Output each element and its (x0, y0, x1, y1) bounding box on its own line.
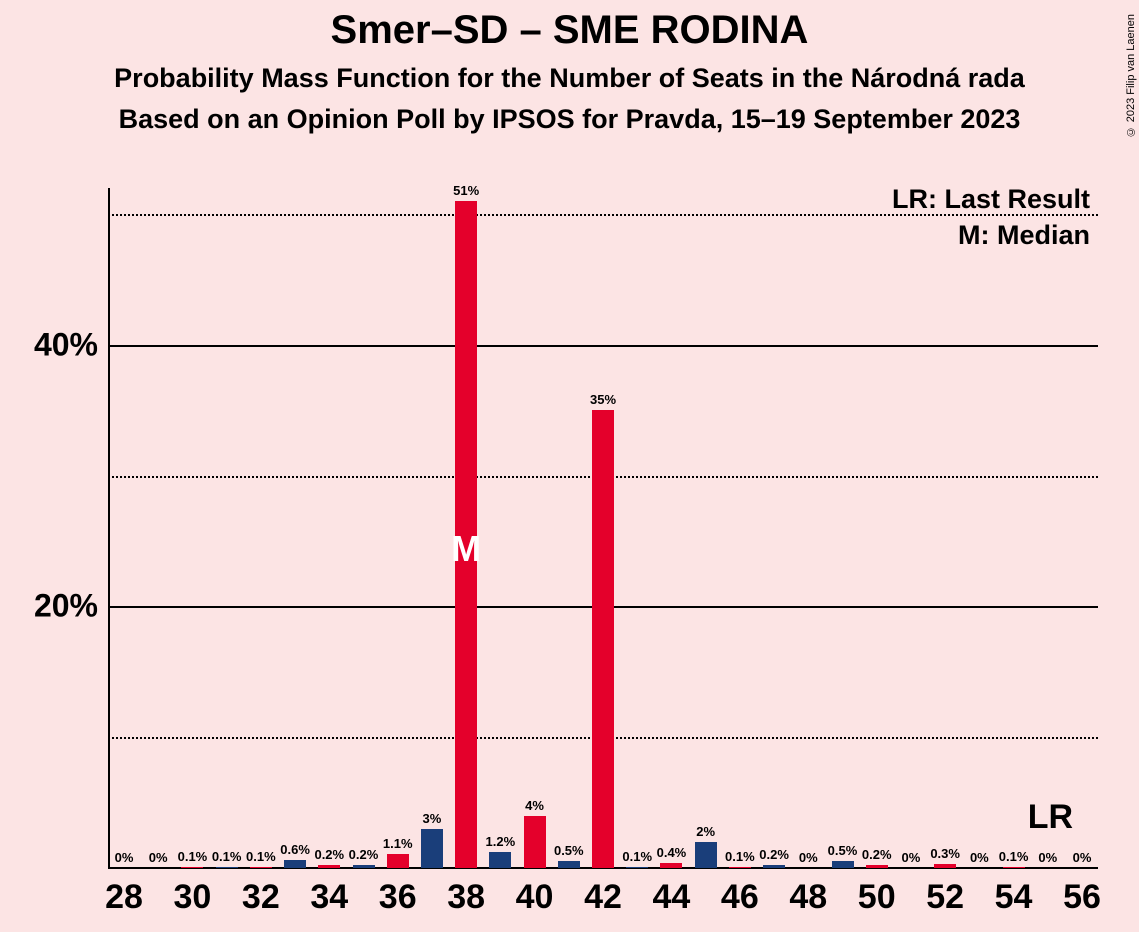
x-tick-label: 56 (1063, 878, 1101, 917)
bar-value-label: 0.2% (759, 847, 789, 862)
bar (353, 865, 375, 868)
chart-plot-area: 0%0%0.1%0.1%0.1%0.6%0.2%0.2%1.1%3%51%1.2… (108, 188, 1098, 868)
x-tick-label: 52 (926, 878, 964, 917)
bar (592, 410, 614, 868)
bar-value-label: 0.4% (657, 845, 687, 860)
bar-value-label: 3% (423, 811, 442, 826)
bar-value-label: 0% (902, 850, 921, 865)
bar-value-label: 0.2% (862, 847, 892, 862)
median-marker: M (451, 528, 481, 570)
bar-value-label: 4% (525, 798, 544, 813)
bar-value-label: 0.1% (622, 849, 652, 864)
x-tick-label: 36 (379, 878, 417, 917)
bar-value-label: 0% (1073, 850, 1092, 865)
x-tick-label: 40 (516, 878, 554, 917)
bar (866, 865, 888, 868)
chart-main-title: Smer–SD – SME RODINA (0, 8, 1139, 53)
bar (558, 861, 580, 868)
x-tick-label: 28 (105, 878, 143, 917)
bar-value-label: 1.2% (486, 834, 516, 849)
bar-value-label: 51% (453, 183, 479, 198)
legend-m: M: Median (958, 220, 1090, 251)
bar (729, 867, 751, 868)
bar-value-label: 2% (696, 824, 715, 839)
bar (695, 842, 717, 868)
bar (250, 867, 272, 868)
bar (318, 865, 340, 868)
x-tick-label: 50 (858, 878, 896, 917)
lr-marker: LR (1028, 798, 1073, 837)
y-tick-label: 20% (34, 588, 98, 625)
bar-value-label: 0.1% (178, 849, 208, 864)
bar (181, 867, 203, 868)
bar (284, 860, 306, 868)
x-tick-label: 42 (584, 878, 622, 917)
bar (763, 865, 785, 868)
chart-subtitle-1: Probability Mass Function for the Number… (0, 63, 1139, 94)
x-tick-label: 44 (653, 878, 691, 917)
x-tick-label: 48 (789, 878, 827, 917)
copyright-label: © 2023 Filip van Laenen (1125, 14, 1137, 137)
bar-value-label: 35% (590, 392, 616, 407)
x-tick-label: 34 (310, 878, 348, 917)
x-tick-label: 38 (447, 878, 485, 917)
bar-value-label: 0.6% (280, 842, 310, 857)
x-tick-label: 32 (242, 878, 280, 917)
bar (524, 816, 546, 868)
bar-value-label: 0% (149, 850, 168, 865)
bar-value-label: 1.1% (383, 836, 413, 851)
bar (934, 864, 956, 868)
bar-value-label: 0% (799, 850, 818, 865)
bar-value-label: 0.1% (212, 849, 242, 864)
bar-value-label: 0.2% (314, 847, 344, 862)
bar-value-label: 0% (1038, 850, 1057, 865)
bar-value-label: 0.5% (828, 843, 858, 858)
bar-value-label: 0.1% (725, 849, 755, 864)
bar-value-label: 0.1% (246, 849, 276, 864)
bar (626, 867, 648, 868)
x-tick-label: 30 (174, 878, 212, 917)
bar (660, 863, 682, 868)
bar-value-label: 0.3% (930, 846, 960, 861)
y-axis-line (108, 188, 110, 868)
y-tick-label: 40% (34, 326, 98, 363)
chart-subtitle-2: Based on an Opinion Poll by IPSOS for Pr… (0, 104, 1139, 135)
bar (1003, 867, 1025, 868)
x-tick-label: 54 (995, 878, 1033, 917)
bar (832, 861, 854, 868)
bar-value-label: 0.5% (554, 843, 584, 858)
bar-value-label: 0% (115, 850, 134, 865)
bar (489, 852, 511, 868)
grid-line (108, 345, 1098, 347)
legend-lr: LR: Last Result (892, 184, 1090, 215)
bar (216, 867, 238, 868)
bar-value-label: 0.2% (349, 847, 379, 862)
bar (421, 829, 443, 868)
bar-value-label: 0% (970, 850, 989, 865)
x-tick-label: 46 (721, 878, 759, 917)
bar (387, 854, 409, 868)
bar-value-label: 0.1% (999, 849, 1029, 864)
